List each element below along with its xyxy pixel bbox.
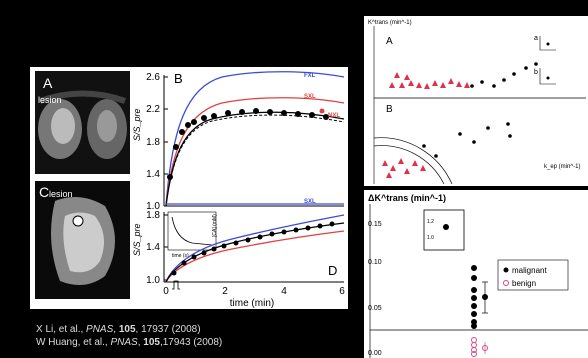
ref-authors: W Huang, et al., — [36, 337, 111, 348]
y-axis-label: K^trans (min^-1) — [368, 20, 412, 26]
triangles-benign — [389, 72, 470, 89]
inset-tick: 1.2 — [427, 219, 434, 225]
ref-journal: PNAS — [86, 324, 114, 335]
ref-journal: PNAS — [110, 337, 138, 348]
ytick-label: 1.8 — [146, 137, 160, 148]
sxl-marker — [319, 108, 325, 114]
sxl-label-bottom: SXL — [304, 199, 316, 205]
inset-curve — [171, 216, 213, 246]
ytick-label: 0.15 — [368, 221, 382, 228]
inset-ylabel: [CA] (mM) — [212, 214, 218, 237]
red-curve-bottom — [165, 230, 345, 283]
ytick-label: 0.10 — [368, 259, 382, 266]
panel-b-letter: B — [174, 71, 183, 86]
delta-ktrans-plot: ΔK^trans (min^-1) 0.15 0.10 0.05 0.00 1.… — [368, 193, 588, 358]
lesion-label: lesion — [49, 189, 73, 199]
fit-curve — [165, 111, 345, 207]
letter-a: A — [386, 36, 393, 47]
legend-benign-label: benign — [512, 279, 536, 288]
black-curve-bottom — [165, 222, 345, 283]
ref-pages: , 17937 (2008) — [135, 324, 201, 335]
ref-volume: 105 — [118, 324, 136, 335]
x-ticks: 0 2 4 6 — [163, 286, 345, 297]
reference-1: X Li, et al., PNAS, 105, 17937 (2008) — [36, 324, 201, 335]
inset-a-label: a — [534, 35, 538, 42]
x-axis-label: time (min) — [230, 298, 274, 309]
y-axis-label: ΔK^trans (min^-1) — [368, 193, 446, 203]
data-points-top — [167, 108, 329, 180]
sxl-curve — [165, 97, 345, 207]
panel-d-letter: D — [328, 263, 337, 278]
reference-2: W Huang, et al., PNAS, 105,17943 (2008) — [36, 337, 223, 348]
inset-tick: 1.0 — [427, 235, 434, 241]
letter-b: B — [386, 104, 393, 115]
legend-malignant-marker — [503, 267, 509, 273]
inset-b-label: b — [534, 69, 538, 76]
xtick-label: 4 — [281, 286, 287, 297]
nxl-label: NXL — [328, 113, 340, 119]
inset-box — [423, 209, 465, 251]
mri-image-c: C lesion — [35, 181, 130, 299]
malignant-points — [471, 265, 488, 329]
injection-pulse-icon — [172, 280, 180, 290]
ytick-label: 2.6 — [146, 72, 160, 83]
mri-breast-image — [35, 71, 130, 174]
y-axis-label-bottom: S/S_pre — [132, 223, 142, 256]
main-plot: 2.6 2.2 1.8 1.4 1.0 B S/S_pre FXL SXL NX… — [132, 71, 345, 309]
dots-malignant — [470, 62, 538, 88]
y-axis-label-top: S/S_pre — [132, 108, 142, 141]
ytick-label: 1.8 — [146, 210, 160, 221]
ktrans-scatter-panel — [364, 16, 588, 186]
legend-box — [497, 259, 569, 291]
ref-authors: X Li, et al., — [36, 324, 87, 335]
ktrans-scatter-plot: K^trans (min^-1) A B a b k_ep (min^-1) — [368, 20, 586, 185]
ytick-label: 0.00 — [368, 350, 382, 357]
xtick-label: 0 — [163, 286, 169, 297]
boundary-arc — [373, 145, 445, 185]
inset-dot — [443, 224, 449, 230]
xtick-label: 6 — [339, 286, 345, 297]
fxl-curve — [165, 71, 345, 207]
legend-malignant-label: malignant — [512, 266, 547, 275]
ytick-label: 0.05 — [368, 305, 382, 312]
mri-image-a: A lesion — [35, 71, 130, 174]
ytick-label: 1.0 — [146, 201, 160, 212]
panel-a-letter: A — [43, 75, 53, 91]
boundary-arc — [373, 137, 453, 185]
ref-pages: ,17943 (2008) — [159, 337, 223, 348]
lesion-label: lesion — [38, 95, 62, 105]
ytick-label: 2.2 — [146, 104, 160, 115]
dots-malignant-b — [422, 122, 512, 158]
x-axis-label: k_ep (min^-1) — [544, 164, 581, 170]
ytick-label: 1.0 — [146, 275, 160, 286]
triangles-benign-b — [382, 158, 426, 178]
legend-benign-marker — [503, 280, 509, 286]
xtick-label: 2 — [222, 286, 228, 297]
data-points-bottom — [171, 221, 335, 276]
panel-c-letter: C — [39, 184, 50, 200]
ref-volume: 105 — [143, 337, 160, 348]
fxl-label: FXL — [304, 73, 316, 79]
sxl-label: SXL — [304, 94, 316, 100]
y-ticks-top: 2.6 2.2 1.8 1.4 1.0 — [146, 72, 168, 212]
references: X Li, et al., PNAS, 105, 17937 (2008) W … — [36, 323, 222, 349]
ytick-label: 1.4 — [146, 242, 160, 253]
mri-breast-sagittal — [35, 181, 130, 299]
ytick-label: 1.4 — [146, 169, 160, 180]
inset-xlabel: time (s) — [172, 253, 189, 259]
fit-curve-dashed — [165, 114, 345, 207]
inset-box — [167, 211, 217, 251]
y-ticks-bottom: 1.8 1.4 1.0 — [146, 210, 168, 286]
blue-curve-bottom — [165, 214, 345, 283]
